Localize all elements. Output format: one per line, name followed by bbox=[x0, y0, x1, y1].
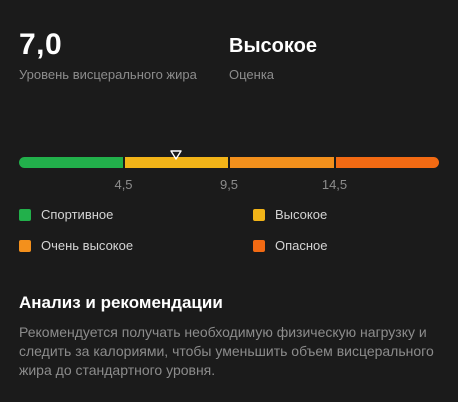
legend-item-high: Высокое bbox=[253, 207, 327, 223]
visceral-fat-value: 7,0 bbox=[19, 28, 63, 61]
legend-label: Высокое bbox=[275, 207, 328, 222]
scale-segment-high bbox=[124, 157, 228, 168]
scale-segment-sport bbox=[19, 157, 123, 168]
visceral-fat-label: Уровень висцерального жира bbox=[19, 67, 197, 82]
analysis-title: Анализ и рекомендации bbox=[19, 293, 223, 312]
rating-value: Высокое bbox=[229, 35, 317, 57]
legend-label: Опасное bbox=[275, 238, 328, 253]
rating-label: Оценка bbox=[229, 67, 275, 82]
legend-swatch bbox=[19, 240, 31, 252]
scale-tick-2: 9,5 bbox=[219, 177, 239, 192]
analysis-text: Рекомендуется получать необходимую физич… bbox=[19, 324, 434, 378]
legend-label: Спортивное bbox=[41, 207, 114, 222]
scale-tick-1: 4,5 bbox=[114, 177, 133, 192]
legend-item-sport: Спортивное bbox=[19, 207, 113, 223]
legend-label: Очень высокое bbox=[41, 238, 134, 253]
scale-tick-3: 14,5 bbox=[321, 177, 348, 192]
legend-item-dangerous: Опасное bbox=[253, 238, 328, 254]
scale-segment-dangerous bbox=[335, 157, 439, 168]
scale-segment-very-high bbox=[230, 157, 334, 168]
current-value-marker-icon bbox=[170, 150, 182, 160]
legend-swatch bbox=[253, 209, 265, 221]
legend-swatch bbox=[253, 240, 265, 252]
visceral-fat-scale-bar bbox=[19, 157, 439, 168]
legend-item-very-high: Очень высокое bbox=[19, 238, 133, 254]
legend-swatch bbox=[19, 209, 31, 221]
